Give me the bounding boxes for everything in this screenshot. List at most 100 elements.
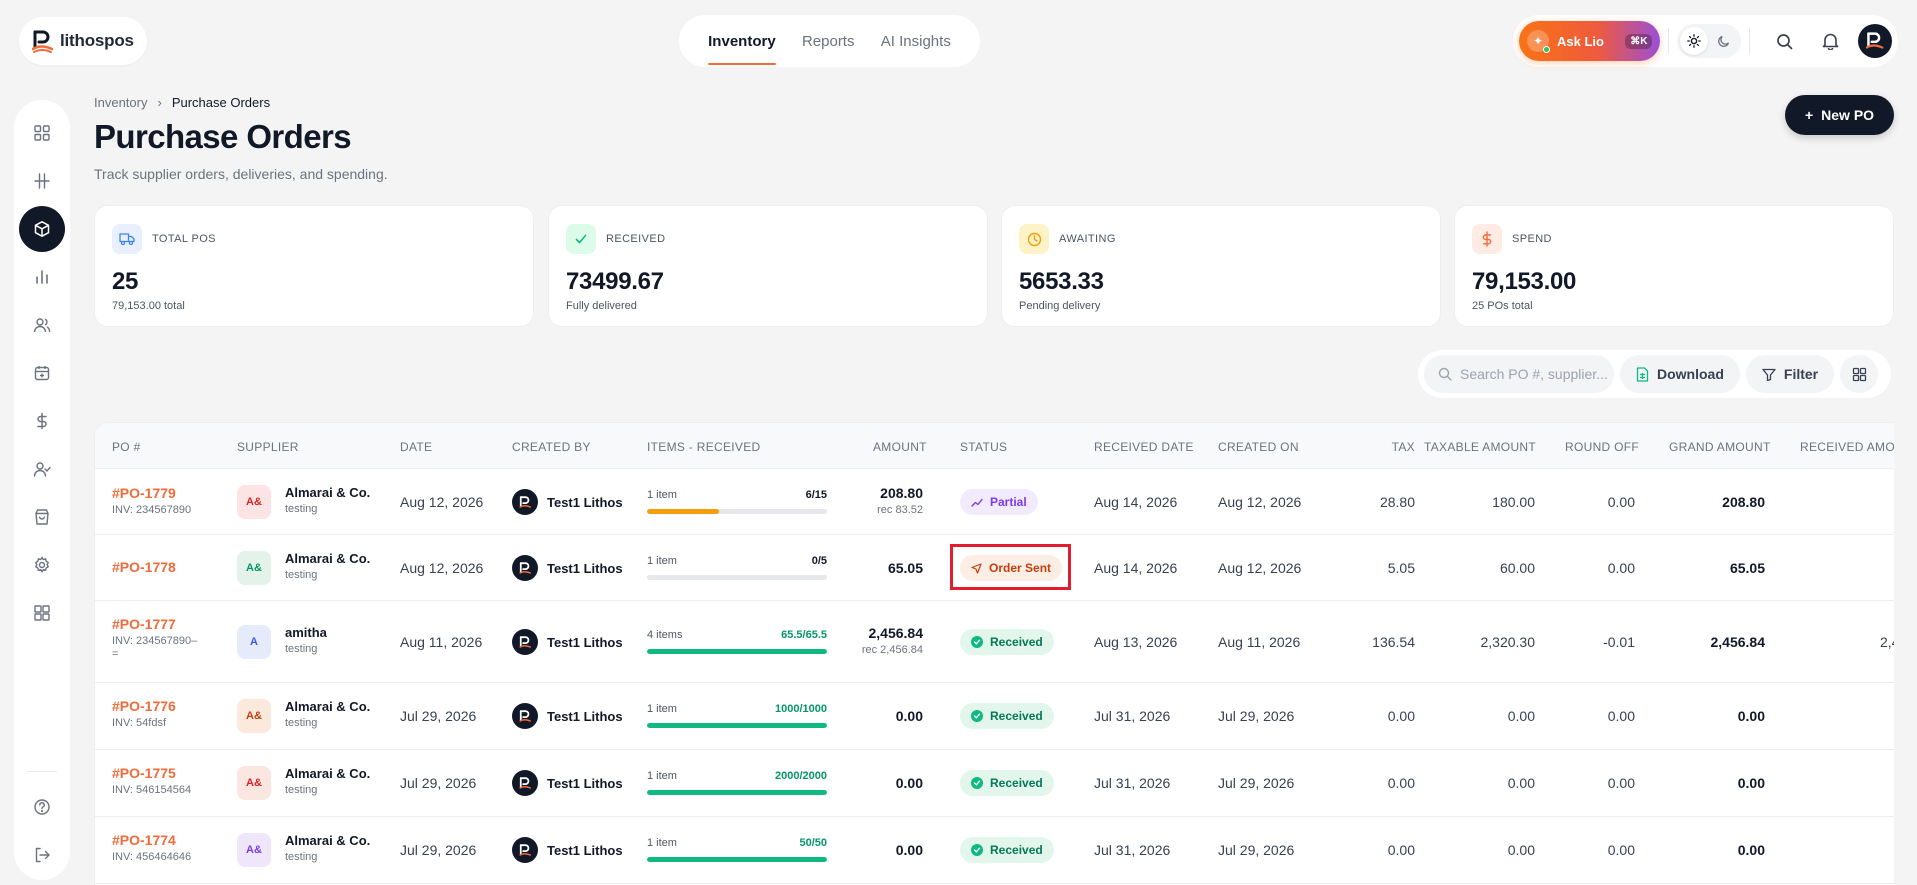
col-grand[interactable]: GRAND AMOUNT: [1669, 440, 1771, 454]
po-number-link[interactable]: #PO-1774: [112, 832, 176, 848]
table-row[interactable]: #PO-1775 INV: 546154564 A& Almarai & Co. te…: [95, 750, 1894, 817]
sidebar-item-pos[interactable]: [19, 158, 65, 204]
search-box[interactable]: [1424, 355, 1614, 393]
user-avatar[interactable]: [1858, 24, 1892, 58]
po-number-link[interactable]: #PO-1779: [112, 485, 176, 501]
grand-amount: 0.00: [1737, 775, 1765, 791]
trend-icon: [971, 498, 983, 507]
sidebar-item-finance[interactable]: [19, 398, 65, 444]
amount: 2,456.84: [868, 625, 924, 641]
sidebar-item-settings[interactable]: [19, 542, 65, 588]
items-count: 1 item: [647, 489, 677, 501]
col-items[interactable]: ITEMS - RECEIVED: [647, 440, 761, 454]
col-received-date[interactable]: RECEIVED DATE: [1094, 440, 1194, 454]
supplier-sub: testing: [285, 851, 318, 863]
download-button[interactable]: Download: [1620, 355, 1740, 393]
taxable-amount: 0.00: [1507, 708, 1535, 724]
bell-icon[interactable]: [1810, 21, 1850, 61]
po-number-link[interactable]: #PO-1777: [112, 616, 176, 632]
sidebar-item-reports[interactable]: [19, 254, 65, 300]
check-icon: [566, 224, 596, 254]
tab-inventory[interactable]: Inventory: [708, 15, 776, 67]
po-number-link[interactable]: #PO-1775: [112, 765, 176, 781]
table-row[interactable]: #PO-1776 INV: 54fdsf A& Almarai & Co. testi…: [95, 683, 1894, 750]
table-row[interactable]: #PO-1779 INV: 234567890 A& Almarai & Co. te…: [95, 469, 1894, 535]
receive-progress-bar: [647, 509, 827, 514]
theme-toggle[interactable]: [1677, 24, 1742, 58]
search-icon: [1438, 367, 1452, 381]
sidebar-item-orders[interactable]: [19, 494, 65, 540]
breadcrumb: Inventory › Purchase Orders: [94, 95, 270, 110]
ask-lio-button[interactable]: ✦ Ask Lio ⌘K: [1519, 21, 1661, 61]
supplier-avatar: A&: [237, 699, 271, 733]
invoice-number: INV: 234567890–: [112, 635, 198, 647]
page-subtitle: Track supplier orders, deliveries, and s…: [94, 166, 388, 182]
check-circle-icon: [971, 710, 983, 722]
col-po[interactable]: PO #: [112, 440, 141, 454]
col-created-on[interactable]: CREATED ON: [1218, 440, 1299, 454]
received-amount: 83: [1835, 494, 1894, 510]
supplier-avatar: A&: [237, 485, 271, 519]
supplier-avatar: A&: [237, 833, 271, 867]
supplier-sub: testing: [285, 643, 318, 655]
col-tax[interactable]: TAX: [1391, 440, 1415, 454]
sidebar-item-inventory[interactable]: [19, 206, 65, 252]
col-date[interactable]: DATE: [400, 440, 433, 454]
created-on: Jul 29, 2026: [1218, 708, 1295, 724]
po-number-link[interactable]: #PO-1778: [112, 559, 176, 575]
sidebar-item-dashboard[interactable]: [19, 110, 65, 156]
col-round-off[interactable]: ROUND OFF: [1565, 440, 1640, 454]
sidebar-item-staff[interactable]: [19, 446, 65, 492]
grand-amount: 208.80: [1722, 494, 1765, 510]
plus-icon: +: [1804, 107, 1814, 123]
po-number-link[interactable]: #PO-1776: [112, 698, 176, 714]
sidebar-item-logout[interactable]: [19, 832, 65, 878]
new-po-button[interactable]: + New PO: [1785, 95, 1894, 135]
breadcrumb-inventory[interactable]: Inventory: [94, 95, 148, 110]
moon-icon[interactable]: [1710, 27, 1738, 55]
amount: 0.00: [895, 775, 923, 791]
status-badge[interactable]: Order Sent: [960, 555, 1063, 581]
brand-logo-icon: [32, 30, 54, 53]
search-icon[interactable]: [1764, 21, 1804, 61]
filter-icon: [1762, 368, 1776, 381]
received-date: Jul 31, 2026: [1094, 842, 1171, 858]
creator-avatar: [512, 629, 538, 655]
table-row[interactable]: #PO-1778 A& Almarai & Co. testing Aug 12, …: [95, 535, 1894, 601]
tab-ai-insights[interactable]: AI Insights: [880, 32, 951, 50]
sparkle-icon: ✦: [1527, 30, 1550, 53]
stat-value: 25: [112, 268, 139, 295]
received-date: Aug 14, 2026: [1094, 494, 1178, 510]
col-created-by[interactable]: CREATED BY: [512, 440, 591, 454]
sidebar-item-customers[interactable]: [19, 302, 65, 348]
col-amount[interactable]: AMOUNT: [873, 440, 927, 454]
progress-fill: [647, 857, 827, 862]
col-status[interactable]: STATUS: [960, 440, 1008, 454]
tab-reports[interactable]: Reports: [801, 32, 855, 50]
tax: 136.54: [1372, 634, 1415, 650]
sidebar-item-calendar[interactable]: [19, 350, 65, 396]
amount: 0.00: [895, 708, 923, 724]
view-toggle-button[interactable]: [1840, 355, 1879, 393]
users-icon: [33, 318, 51, 333]
filter-button[interactable]: Filter: [1745, 355, 1835, 393]
amount: 208.80: [880, 485, 923, 501]
logout-icon: [35, 847, 50, 863]
table-row[interactable]: #PO-1774 INV: 456464646 A& Almarai & Co. te…: [95, 817, 1894, 884]
sun-icon[interactable]: [1680, 27, 1709, 55]
sidebar-item-help[interactable]: [19, 784, 65, 830]
supplier-name: Almarai & Co.: [285, 766, 371, 781]
sidebar-item-apps[interactable]: [19, 590, 65, 636]
stat-sub: Pending delivery: [1019, 300, 1101, 312]
search-input[interactable]: [1460, 366, 1610, 382]
col-received-amount[interactable]: RECEIVED AMOU: [1800, 440, 1894, 454]
col-supplier[interactable]: SUPPLIER: [237, 440, 299, 454]
supplier-sub: testing: [285, 784, 318, 796]
stat-card-spend: SPEND 79,153.00 25 POs total: [1454, 205, 1894, 327]
creator-name: Test1 Lithos: [547, 494, 623, 510]
brand-logo[interactable]: lithospos: [19, 17, 147, 65]
progress-fill: [647, 649, 827, 654]
col-taxable[interactable]: TAXABLE AMOUNT: [1424, 440, 1537, 454]
taxable-amount: 0.00: [1507, 775, 1535, 791]
